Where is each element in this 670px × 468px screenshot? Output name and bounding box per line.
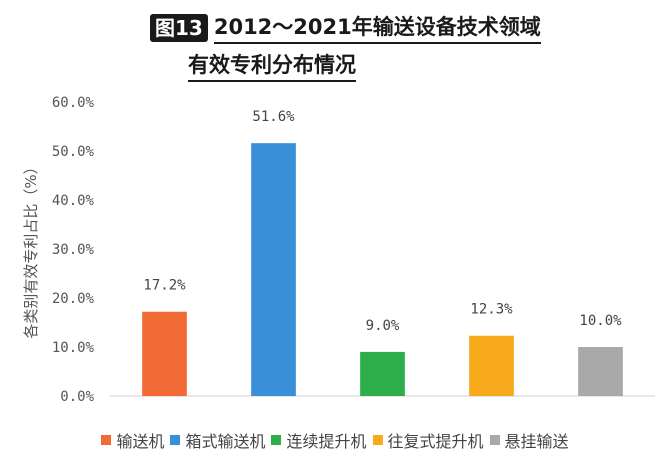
legend-swatch xyxy=(101,435,112,445)
chart-legend: 输送机 箱式输送机 连续提升机 往复式提升机 悬挂输送 xyxy=(0,428,670,452)
bar xyxy=(469,335,514,396)
legend-item: 往复式提升机 xyxy=(372,428,484,452)
y-tick-label: 40.0% xyxy=(52,193,95,209)
legend-swatch xyxy=(271,435,282,445)
legend-item: 箱式输送机 xyxy=(170,428,265,452)
data-label: 9.0% xyxy=(366,318,400,334)
title-line-1: 图13 2012～2021年输送设备技术领域 xyxy=(150,10,541,46)
legend-label: 连续提升机 xyxy=(286,432,367,451)
data-label: 10.0% xyxy=(579,313,622,329)
legend-item: 输送机 xyxy=(101,428,164,452)
title-text-line-2: 有效专利分布情况 xyxy=(188,50,356,82)
y-tick-label: 30.0% xyxy=(52,242,95,258)
data-label: 51.6% xyxy=(252,109,295,125)
legend-swatch xyxy=(489,435,500,445)
bar xyxy=(142,311,187,396)
y-tick-label: 50.0% xyxy=(52,144,95,160)
legend-label: 往复式提升机 xyxy=(387,432,484,451)
bar xyxy=(578,347,623,396)
legend-label: 输送机 xyxy=(116,432,165,451)
legend-label: 箱式输送机 xyxy=(185,432,266,451)
legend-item: 悬挂输送 xyxy=(489,428,569,452)
legend-swatch xyxy=(372,435,383,445)
y-tick-label: 0.0% xyxy=(60,389,94,405)
figure-badge: 图13 xyxy=(150,14,208,42)
data-label: 17.2% xyxy=(143,278,186,294)
y-tick-label: 10.0% xyxy=(52,340,95,356)
y-axis-title: 各类别有效专利占比（%） xyxy=(22,159,40,338)
bar xyxy=(251,143,296,396)
bar xyxy=(360,351,405,396)
y-tick-label: 20.0% xyxy=(52,291,95,307)
data-label: 12.3% xyxy=(470,302,513,318)
legend-label: 悬挂输送 xyxy=(504,432,569,451)
title-text-line-1: 2012～2021年输送设备技术领域 xyxy=(213,12,541,44)
legend-swatch xyxy=(170,435,181,445)
legend-item: 连续提升机 xyxy=(271,428,367,452)
y-tick-label: 60.0% xyxy=(52,95,95,111)
